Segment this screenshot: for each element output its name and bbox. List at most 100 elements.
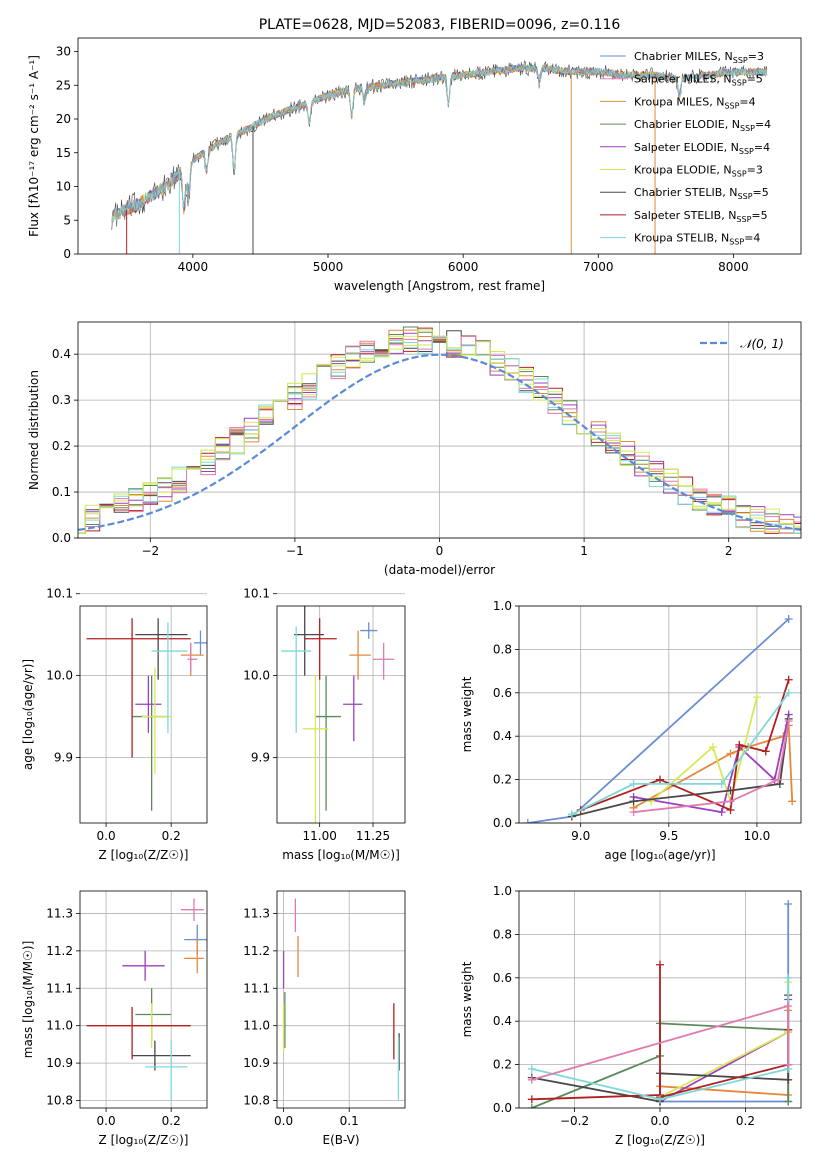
legend-entry: Chabrier MILES, NSSP=3 <box>634 50 764 65</box>
age_vs_mass-panel: 11.00 11.25 9.9 10.0 10.1 mass [log₁₀(M/M☉)] <box>243 587 406 862</box>
age_vs_Z-ytick-label: 10.0 <box>46 669 73 683</box>
weight_vs_Z-ytick-label: 1.0 <box>493 884 512 898</box>
weight_vs_Z-series <box>527 900 793 1108</box>
series-marker <box>708 743 717 752</box>
mass_vs_Z-panel: 0.0 0.2 10.8 10.9 11.0 11.1 11.2 11.3 Z [log₁₀(Z… <box>21 890 208 1147</box>
residuals-ytick-label: 0.1 <box>52 485 71 499</box>
weight_vs_age-ytick-label: 0.4 <box>493 729 512 743</box>
mass_vs_EBV-ytick-label: 11.3 <box>243 906 270 920</box>
mass_vs_EBV-ytick-label: 11.2 <box>243 944 270 958</box>
mass_vs_Z-points <box>86 898 207 1101</box>
series-marker <box>784 1097 793 1106</box>
residuals-xtick-label: 0 <box>436 544 444 558</box>
weight_vs_Z-xtick-label: 0.2 <box>736 1114 755 1128</box>
weight_vs_age-ylabel: mass weight <box>460 676 474 752</box>
series-marker <box>752 693 761 702</box>
spectrum-lines <box>111 60 768 254</box>
spectrum-model-line <box>111 63 768 224</box>
age_vs_Z-xtick-label: 0.0 <box>97 829 116 843</box>
weight_vs_age-series <box>523 615 797 823</box>
weight_vs_Z-ytick-label: 0.8 <box>493 927 512 941</box>
legend-entry: Salpeter STELIB, NSSP=5 <box>634 209 768 224</box>
mass_vs_EBV-ytick-label: 10.8 <box>243 1094 270 1108</box>
mass_vs_Z-ytick-label: 10.9 <box>46 1056 73 1070</box>
residuals-ytick-label: 0.3 <box>52 393 71 407</box>
series-line <box>531 964 790 1101</box>
mass_vs_Z-ytick-label: 11.1 <box>46 981 73 995</box>
weight_vs_Z-ytick-label: 0.4 <box>493 1014 512 1028</box>
mass_vs_Z-xtick-label: 0.0 <box>97 1114 116 1128</box>
spectrum-ytick-label: 10 <box>56 180 71 194</box>
series-marker <box>784 900 793 909</box>
normal-distribution-curve <box>78 353 801 531</box>
weight_vs_Z-xtick-label: −0.2 <box>560 1114 589 1128</box>
series-marker <box>726 805 735 814</box>
age_vs_mass-points <box>281 606 395 823</box>
series-marker <box>774 775 783 784</box>
weight_vs_Z-ytick-label: 0.0 <box>493 1101 512 1115</box>
residual-histogram-step <box>78 329 801 534</box>
spectrum-ytick-label: 15 <box>56 146 71 160</box>
series-marker <box>784 1002 793 1011</box>
mass_vs_EBV-ytick-label: 10.9 <box>243 1056 270 1070</box>
weight_vs_Z-ylabel: mass weight <box>460 961 474 1037</box>
series-marker <box>784 615 793 624</box>
age_vs_Z-grid <box>80 593 207 823</box>
mass_vs_EBV-xtick-label: 0.1 <box>340 1114 359 1128</box>
normal-legend-label: 𝒩(0, 1) <box>740 337 784 351</box>
series-marker <box>656 960 664 969</box>
series-marker <box>567 810 576 819</box>
series-line <box>659 999 790 1103</box>
series-marker <box>735 740 744 749</box>
spectrum-ytick-label: 25 <box>56 78 71 92</box>
age_vs_Z-ytick-label: 10.1 <box>46 587 73 601</box>
series-marker <box>717 779 726 788</box>
weight_vs_age-xtick-label: 9.0 <box>571 829 590 843</box>
series-marker <box>726 797 735 806</box>
age_vs_mass-frame <box>276 605 406 824</box>
spectrum-panel: 4000 5000 6000 7000 8000 0 5 10 15 20 25 30 waveleng… <box>27 17 802 293</box>
age_vs_Z-panel: 0.0 0.2 9.9 10.0 10.1 Z [log₁₀(Z/Z☉)] age [log… <box>21 587 208 862</box>
residuals-ytick-label: 0.4 <box>52 347 71 361</box>
series-line <box>633 725 794 809</box>
weight_vs_Z-ytick-label: 0.2 <box>493 1058 512 1072</box>
series-line <box>571 692 790 816</box>
weight_vs_Z-panel: −0.2 0.0 0.2 0.0 0.2 0.4 0.6 0.8 1.0 Z [log₁₀(Z/Z… <box>460 884 802 1147</box>
age_vs_mass-ytick-label: 10.1 <box>243 587 270 601</box>
weight_vs_Z-ytick-label: 0.6 <box>493 971 512 985</box>
age_vs_Z-xlabel: Z [log₁₀(Z/Z☉)] <box>99 848 189 862</box>
series-marker <box>775 779 784 788</box>
legend-entry: Salpeter MILES, NSSP=5 <box>634 73 763 88</box>
legend-entry: Kroupa ELODIE, NSSP=3 <box>634 164 763 179</box>
weight_vs_age-grid <box>519 605 801 824</box>
spectrum-legend: Chabrier MILES, NSSP=3 Salpeter MILES, NS… <box>600 50 771 247</box>
spectrum-ytick-label: 5 <box>63 213 71 227</box>
age_vs_mass-ytick-label: 10.0 <box>243 669 270 683</box>
residuals-xtick-label: −2 <box>141 544 159 558</box>
spectrum-title: PLATE=0628, MJD=52083, FIBERID=0096, z=0… <box>259 17 621 33</box>
spectrum-ytick-label: 20 <box>56 112 71 126</box>
series-marker <box>629 779 638 788</box>
mass_vs_EBV-panel: 0.0 0.1 10.8 10.9 11.0 11.1 11.2 11.3 E(B-V) <box>243 890 406 1147</box>
series-line <box>660 904 790 1103</box>
spectrum-xlabel: wavelength [Angstrom, rest frame] <box>334 279 545 293</box>
weight_vs_age-ytick-label: 0.6 <box>493 686 512 700</box>
legend-entry: Chabrier ELODIE, NSSP=4 <box>634 118 771 133</box>
series-marker <box>656 1095 664 1104</box>
series-marker <box>784 717 793 726</box>
weight_vs_age-frame <box>518 605 802 824</box>
mass_vs_EBV-ytick-label: 11.0 <box>243 1019 270 1033</box>
mass_vs_Z-xtick-label: 0.2 <box>162 1114 181 1128</box>
mass_vs_Z-ytick-label: 11.3 <box>46 906 73 920</box>
weight_vs_age-ytick-label: 0.2 <box>493 773 512 787</box>
residuals-ytick-label: 0.2 <box>52 439 71 453</box>
series-marker <box>527 1104 536 1108</box>
mass_vs_EBV-frame <box>276 890 406 1109</box>
series-marker <box>717 808 726 817</box>
series-line <box>633 720 790 813</box>
spectrum-xtick-label: 4000 <box>178 260 209 274</box>
series-marker <box>527 1064 536 1073</box>
weight_vs_age-xtick-label: 10.0 <box>744 829 771 843</box>
legend-entry: Kroupa MILES, NSSP=4 <box>634 95 756 110</box>
mass_vs_Z-grid <box>80 891 207 1108</box>
